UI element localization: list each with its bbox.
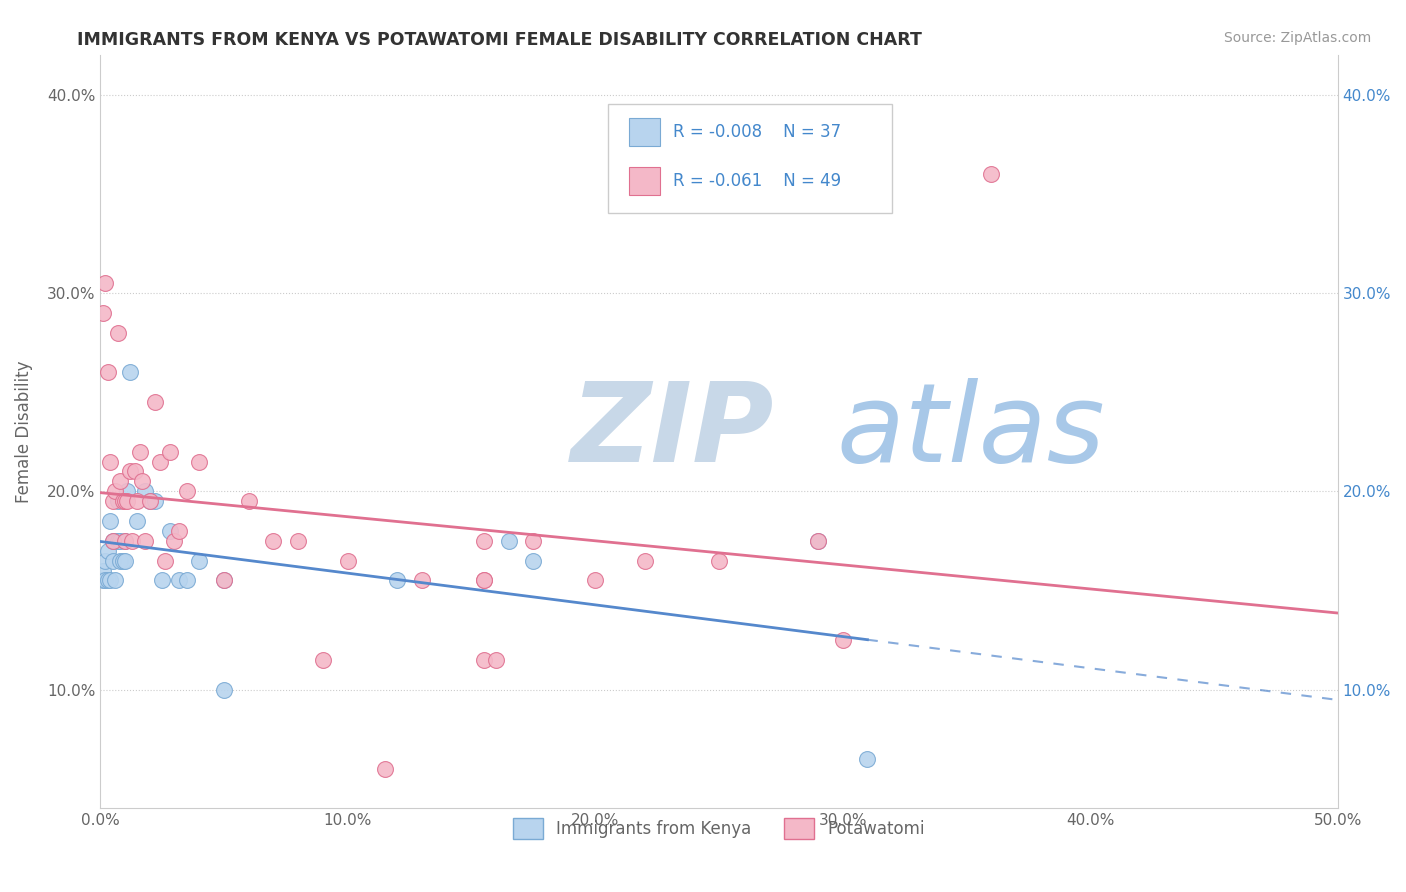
Point <box>104 533 127 548</box>
Point <box>159 524 181 538</box>
Point <box>97 543 120 558</box>
Point <box>127 514 149 528</box>
Y-axis label: Female Disability: Female Disability <box>15 360 32 503</box>
Point <box>263 533 285 548</box>
Legend: Immigrants from Kenya, Potawatomi: Immigrants from Kenya, Potawatomi <box>506 812 932 846</box>
Point <box>94 276 117 290</box>
Point <box>807 533 830 548</box>
Point <box>104 574 127 588</box>
Point <box>707 554 730 568</box>
Point <box>374 762 396 776</box>
Text: ZIP: ZIP <box>571 378 773 485</box>
Point <box>91 306 114 320</box>
Point <box>127 494 149 508</box>
Point <box>336 554 359 568</box>
Point <box>107 494 129 508</box>
Point <box>121 533 143 548</box>
Point <box>522 554 544 568</box>
Point <box>583 574 606 588</box>
Point <box>472 653 495 667</box>
Point <box>472 574 495 588</box>
Point <box>212 574 235 588</box>
Point <box>98 574 121 588</box>
Point <box>101 533 124 548</box>
Point <box>522 533 544 548</box>
Point <box>485 653 508 667</box>
Point <box>107 326 129 340</box>
Point <box>411 574 433 588</box>
Point <box>98 454 121 468</box>
Point <box>117 484 139 499</box>
Point <box>472 574 495 588</box>
Point <box>108 475 131 489</box>
Point <box>143 494 166 508</box>
Point <box>108 554 131 568</box>
Point <box>159 444 181 458</box>
Point <box>831 632 853 647</box>
Point <box>131 475 153 489</box>
Point <box>101 533 124 548</box>
Point <box>807 533 830 548</box>
Point <box>139 494 162 508</box>
Point <box>111 494 134 508</box>
Point <box>153 554 176 568</box>
Text: IMMIGRANTS FROM KENYA VS POTAWATOMI FEMALE DISABILITY CORRELATION CHART: IMMIGRANTS FROM KENYA VS POTAWATOMI FEMA… <box>77 31 922 49</box>
Point <box>111 554 134 568</box>
Point <box>169 574 191 588</box>
Point <box>97 365 120 379</box>
Point <box>150 574 173 588</box>
Point <box>128 444 150 458</box>
Point <box>114 533 136 548</box>
Point <box>134 484 156 499</box>
Point <box>91 564 114 578</box>
Point <box>118 365 141 379</box>
Point <box>114 533 136 548</box>
Point <box>101 554 124 568</box>
Point <box>188 454 211 468</box>
Point <box>134 533 156 548</box>
Point <box>163 533 186 548</box>
Point <box>114 494 136 508</box>
Point <box>118 465 141 479</box>
Point <box>472 533 495 548</box>
Point <box>176 484 198 499</box>
Text: atlas: atlas <box>837 378 1105 485</box>
Point <box>124 465 146 479</box>
Point <box>498 533 520 548</box>
Text: R = -0.008    N = 37: R = -0.008 N = 37 <box>673 123 841 141</box>
Point <box>143 395 166 409</box>
Point <box>101 494 124 508</box>
Point <box>856 752 879 766</box>
Point <box>107 533 129 548</box>
Point <box>188 554 211 568</box>
Point <box>108 533 131 548</box>
Point <box>94 574 117 588</box>
Point <box>94 554 117 568</box>
Text: R = -0.061    N = 49: R = -0.061 N = 49 <box>673 172 841 190</box>
Point <box>91 574 114 588</box>
Point <box>634 554 657 568</box>
Point <box>212 574 235 588</box>
Point <box>387 574 409 588</box>
Point <box>98 514 121 528</box>
FancyBboxPatch shape <box>628 118 659 146</box>
FancyBboxPatch shape <box>628 167 659 195</box>
Point <box>149 454 172 468</box>
Point <box>97 574 120 588</box>
Point <box>238 494 260 508</box>
Text: Source: ZipAtlas.com: Source: ZipAtlas.com <box>1223 31 1371 45</box>
Point <box>117 494 139 508</box>
Point <box>169 524 191 538</box>
Point <box>176 574 198 588</box>
Point <box>312 653 335 667</box>
FancyBboxPatch shape <box>607 104 893 213</box>
Point <box>104 484 127 499</box>
Point <box>114 554 136 568</box>
Point <box>980 167 1002 181</box>
Point <box>212 682 235 697</box>
Point <box>139 494 162 508</box>
Point <box>287 533 309 548</box>
